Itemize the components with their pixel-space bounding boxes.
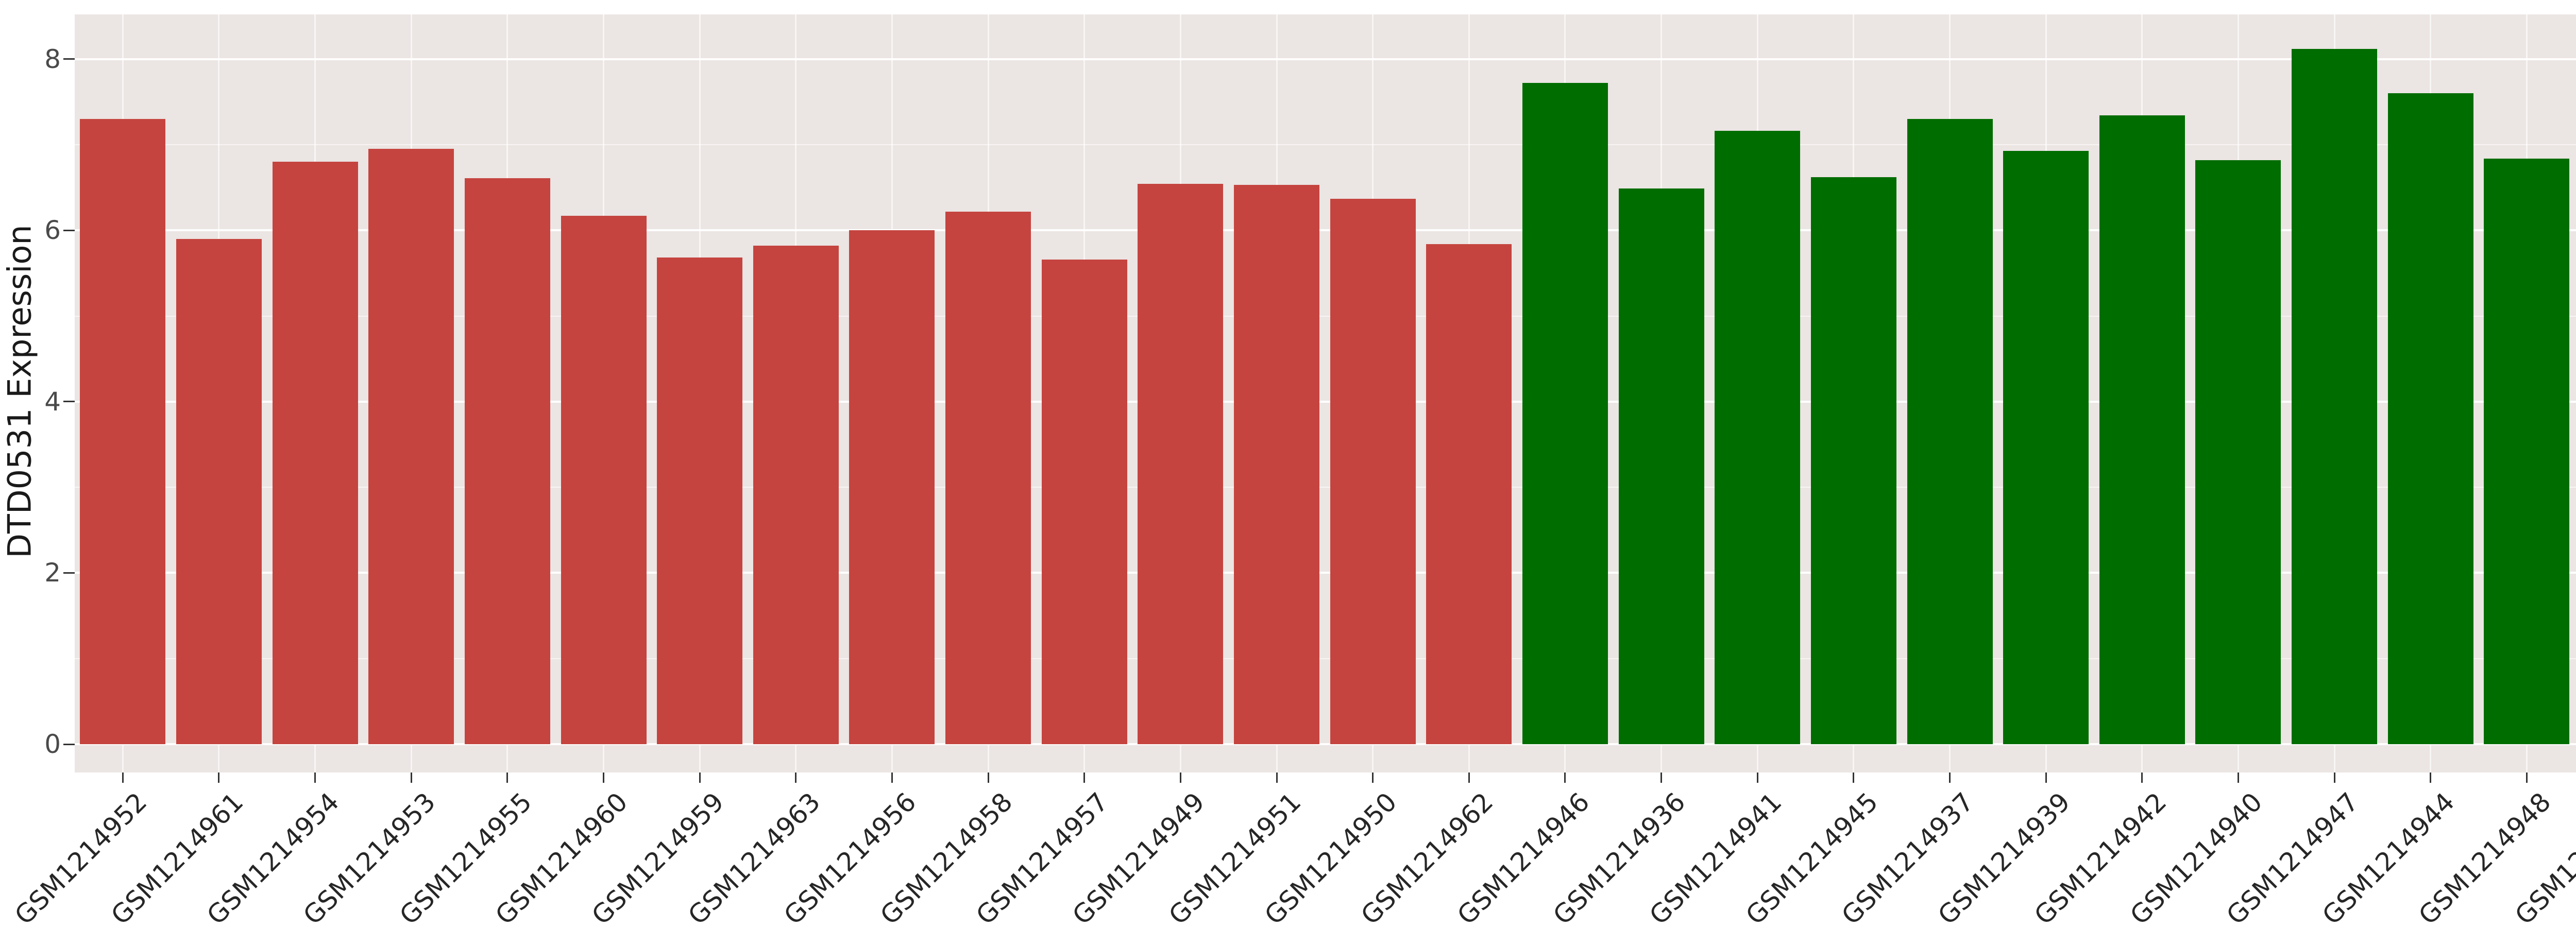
- bar-GSM1214951: [1234, 185, 1320, 744]
- gridline-major: [75, 743, 2576, 745]
- x-tick: [2526, 772, 2528, 783]
- gridline-major: [75, 229, 2576, 232]
- bar-GSM1214955: [464, 178, 550, 744]
- y-tick: [63, 58, 75, 60]
- x-tick: [1853, 772, 1855, 783]
- x-tick: [1276, 772, 1278, 783]
- bar-GSM1214957: [1041, 259, 1127, 744]
- bar-GSM1214939: [2003, 150, 2089, 744]
- bar-GSM1214960: [561, 215, 647, 744]
- gridline-major: [75, 572, 2576, 574]
- x-tick: [987, 772, 989, 783]
- bar-GSM1214946: [1522, 83, 1608, 744]
- bar-GSM1214944: [2387, 93, 2473, 744]
- x-tick: [699, 772, 701, 783]
- x-tick: [1564, 772, 1566, 783]
- bar-GSM1214952: [80, 119, 166, 744]
- gridline-major: [75, 58, 2576, 60]
- y-tick-label: 0: [44, 729, 61, 759]
- y-tick: [63, 229, 75, 231]
- x-tick: [1756, 772, 1758, 783]
- bar-GSM1214961: [176, 238, 262, 744]
- y-tick-label: 6: [44, 215, 61, 246]
- bar-GSM1214963: [753, 246, 839, 744]
- bar-GSM1214949: [1138, 184, 1224, 744]
- x-tick: [218, 772, 220, 783]
- x-tick: [2430, 772, 2432, 783]
- x-tick: [1372, 772, 1374, 783]
- x-tick: [1179, 772, 1181, 783]
- x-tick: [2237, 772, 2239, 783]
- y-tick: [63, 572, 75, 574]
- x-tick: [1660, 772, 1663, 783]
- bar-GSM1214948: [2484, 158, 2570, 744]
- bar-GSM1214954: [272, 162, 358, 744]
- bar-GSM1214962: [1426, 244, 1512, 744]
- x-tick: [1083, 772, 1086, 783]
- bar-GSM1214942: [2099, 115, 2185, 744]
- y-tick-label: 8: [44, 44, 61, 74]
- y-axis-title: DTD0531 Expression: [1, 225, 39, 558]
- y-tick-label: 2: [44, 558, 61, 588]
- x-tick: [122, 772, 124, 783]
- bar-GSM1214945: [1810, 177, 1896, 744]
- gridline-minor: [75, 487, 2576, 488]
- bar-GSM1214953: [368, 149, 454, 744]
- bar-GSM1214936: [1618, 188, 1704, 744]
- x-tick: [795, 772, 797, 783]
- bar-GSM1214958: [945, 211, 1031, 744]
- plot-area: [75, 14, 2576, 772]
- x-tick: [1949, 772, 1951, 783]
- bar-GSM1214956: [849, 230, 935, 744]
- x-tick: [2141, 772, 2143, 783]
- gridline-minor: [75, 315, 2576, 317]
- bar-GSM1214950: [1330, 198, 1416, 744]
- x-tick: [314, 772, 316, 783]
- gridline-minor: [75, 658, 2576, 659]
- bar-GSM1214947: [2292, 48, 2378, 744]
- bar-GSM1214940: [2195, 160, 2281, 744]
- gridline-major: [75, 400, 2576, 403]
- y-tick: [63, 401, 75, 403]
- y-tick: [63, 743, 75, 745]
- x-tick: [1468, 772, 1470, 783]
- bar-GSM1214941: [1715, 131, 1801, 744]
- bar-GSM1214959: [657, 258, 743, 744]
- x-tick: [2045, 772, 2047, 783]
- x-tick: [603, 772, 605, 783]
- y-tick-label: 4: [44, 386, 61, 417]
- x-tick: [410, 772, 412, 783]
- x-tick: [891, 772, 893, 783]
- gridline-minor: [75, 144, 2576, 145]
- x-tick: [506, 772, 509, 783]
- x-tick: [2333, 772, 2335, 783]
- bar-GSM1214937: [1907, 119, 1993, 744]
